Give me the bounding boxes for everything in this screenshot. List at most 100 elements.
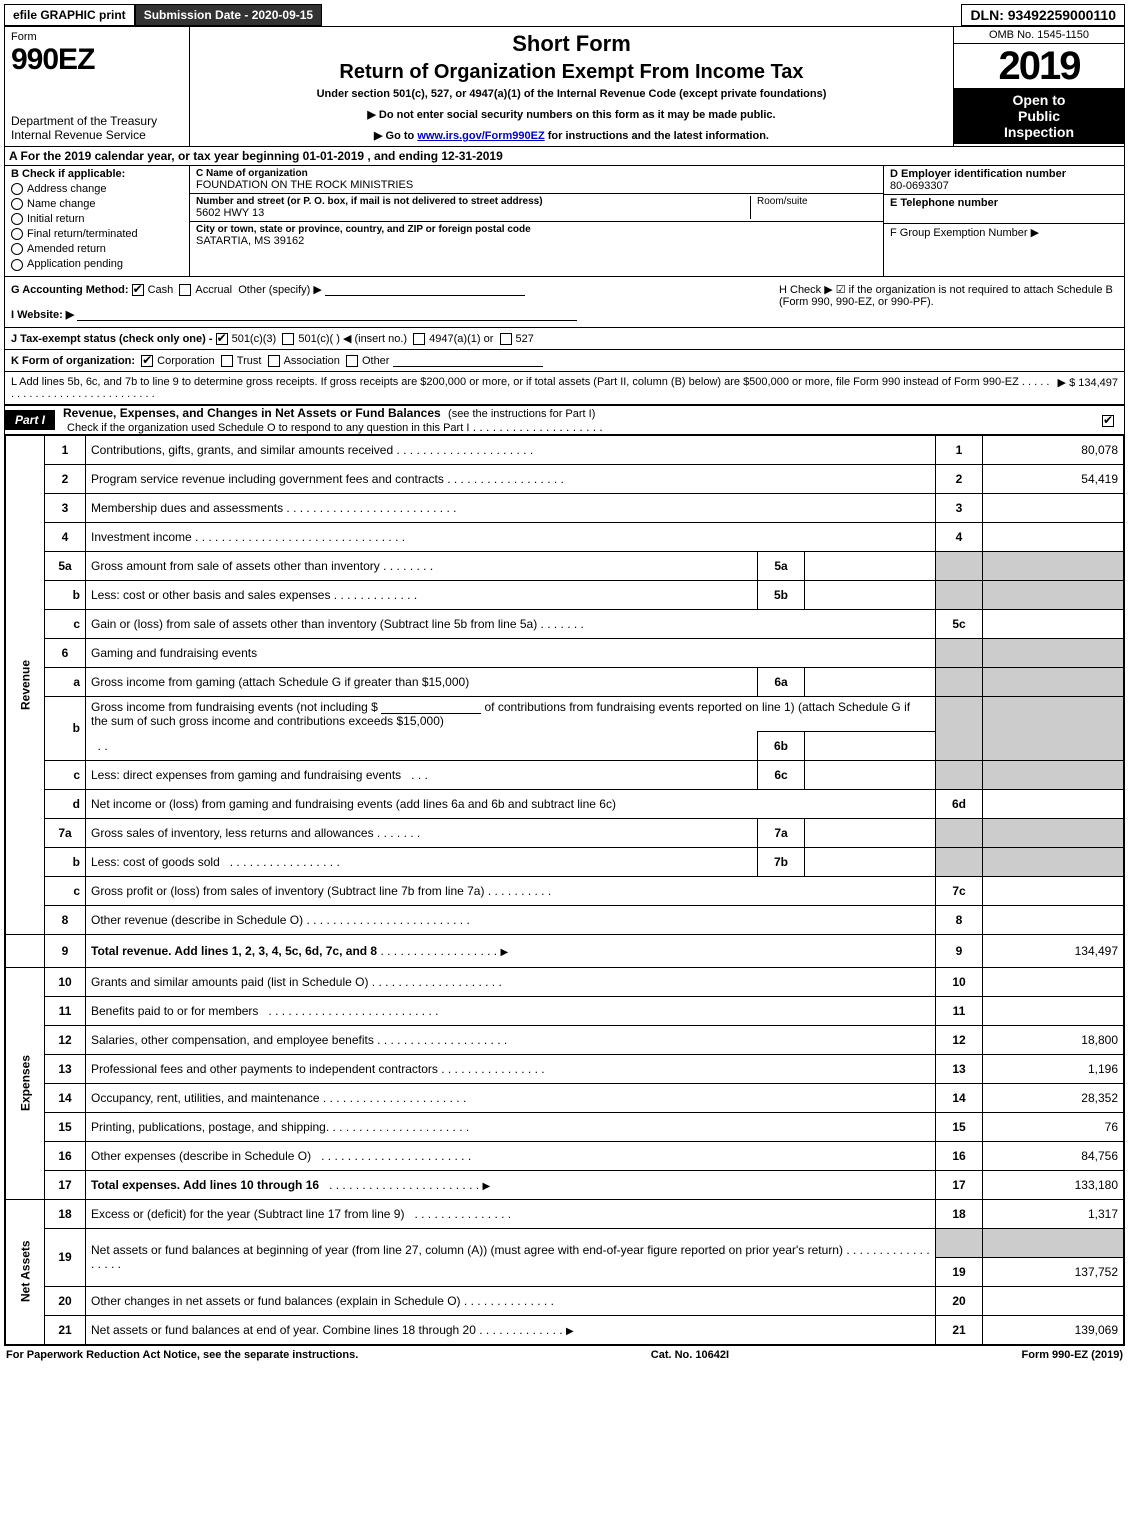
inspection-badge: Open to Public Inspection [954,88,1124,144]
l5a-rv-shade [983,551,1124,580]
top-bar: efile GRAPHIC print Submission Date - 20… [4,4,1125,26]
l17-desc: Total expenses. Add lines 10 through 16 [91,1178,319,1192]
j-pre: J Tax-exempt status (check only one) - [11,333,216,345]
cb-name-change[interactable] [11,198,23,210]
efile-print-button[interactable]: efile GRAPHIC print [4,4,135,26]
l7c-num: c [45,876,86,905]
cb-address-change[interactable] [11,183,23,195]
l2-desc: Program service revenue including govern… [91,472,444,486]
dln-label: DLN: 93492259000110 [961,4,1125,26]
cb-4947[interactable] [413,333,425,345]
l6b-desc1: Gross income from fundraising events (no… [91,700,378,714]
tax-year: 2019 [954,44,1124,88]
header-row: Form 990EZ Department of the Treasury In… [5,27,1124,147]
l15-rn: 15 [936,1112,983,1141]
form-number: 990EZ [11,43,183,77]
row-G-H: G Accounting Method: Cash Accrual Other … [5,277,1124,328]
return-title: Return of Organization Exempt From Incom… [198,61,945,84]
irs-link[interactable]: www.irs.gov/Form990EZ [417,130,544,142]
row-J: J Tax-exempt status (check only one) - 5… [5,328,1124,350]
l4-desc: Investment income [91,530,192,544]
irs-label: Internal Revenue Service [11,128,183,142]
l8-num: 8 [45,905,86,934]
cb-association[interactable] [268,355,280,367]
l6b-num: b [45,696,86,760]
cb-other-org[interactable] [346,355,358,367]
cb-schedule-o[interactable] [1102,415,1114,427]
l19-desc: Net assets or fund balances at beginning… [91,1243,843,1257]
l16-rv: 84,756 [983,1141,1124,1170]
c-addr-label: Number and street (or P. O. box, if mail… [196,196,750,207]
l6c-mv [805,760,936,789]
cb-application-pending[interactable] [11,259,23,271]
lines-table: Revenue 1 Contributions, gifts, grants, … [5,435,1124,1345]
part1-title: Revenue, Expenses, and Changes in Net As… [63,406,441,420]
l13-rn: 13 [936,1054,983,1083]
lbl-initial-return: Initial return [27,213,84,225]
c-city-label: City or town, state or province, country… [196,224,877,235]
l20-desc: Other changes in net assets or fund bala… [91,1294,461,1308]
org-name: FOUNDATION ON THE ROCK MINISTRIES [196,179,877,191]
l15-desc: Printing, publications, postage, and shi… [91,1120,329,1134]
l19-rv-shade [983,1228,1124,1257]
d-label: D Employer identification number [890,168,1118,180]
l6c-num: c [45,760,86,789]
cb-initial-return[interactable] [11,213,23,225]
other-org-line [393,354,543,367]
cb-corporation[interactable] [141,355,153,367]
cb-cash[interactable] [132,284,144,296]
l1-num: 1 [45,435,86,464]
l7c-desc: Gross profit or (loss) from sales of inv… [91,884,484,898]
l4-rn: 4 [936,522,983,551]
l5a-num: 5a [45,551,86,580]
l5c-num: c [45,609,86,638]
section-C: C Name of organization FOUNDATION ON THE… [190,166,883,276]
goto-post: for instructions and the latest informat… [548,130,769,142]
cb-trust[interactable] [221,355,233,367]
l5c-rn: 5c [936,609,983,638]
cb-final-return[interactable] [11,228,23,240]
l9-rn: 9 [936,934,983,967]
l7a-mv [805,818,936,847]
cb-501c[interactable] [282,333,294,345]
org-city: SATARTIA, MS 39162 [196,235,877,247]
cb-501c3[interactable] [216,333,228,345]
l6c-mn: 6c [758,760,805,789]
l8-rn: 8 [936,905,983,934]
l20-num: 20 [45,1286,86,1315]
l5a-mn: 5a [758,551,805,580]
l11-desc: Benefits paid to or for members [91,1004,258,1018]
l9-desc: Total revenue. Add lines 1, 2, 3, 4, 5c,… [91,944,377,958]
l1-rn: 1 [936,435,983,464]
l6d-rv [983,789,1124,818]
cb-527[interactable] [500,333,512,345]
footer-mid: Cat. No. 10642I [651,1349,729,1361]
lbl-4947: 4947(a)(1) or [429,333,493,345]
room-suite-label: Room/suite [750,196,877,219]
l6b-mn: 6b [758,731,805,760]
l6b-rn-shade [936,696,983,760]
l20-rv [983,1286,1124,1315]
l6b-rv-shade [983,696,1124,760]
l5b-mv [805,580,936,609]
under-section-text: Under section 501(c), 527, or 4947(a)(1)… [198,88,945,100]
i-label: I Website: ▶ [11,309,74,321]
l5a-rn-shade [936,551,983,580]
cb-accrual[interactable] [179,284,191,296]
omb-number: OMB No. 1545-1150 [954,27,1124,44]
l19-rv: 137,752 [983,1257,1124,1286]
l1-desc: Contributions, gifts, grants, and simila… [91,443,393,457]
l18-num: 18 [45,1199,86,1228]
info-block: B Check if applicable: Address change Na… [5,166,1124,277]
l12-num: 12 [45,1025,86,1054]
other-specify-line [325,283,525,296]
l6a-rv-shade [983,667,1124,696]
k-label: K Form of organization: [11,355,135,367]
cb-amended-return[interactable] [11,243,23,255]
lbl-501c3: 501(c)(3) [232,333,277,345]
l6-desc: Gaming and fundraising events [86,638,936,667]
l7b-mn: 7b [758,847,805,876]
l3-desc: Membership dues and assessments [91,501,283,515]
l11-rn: 11 [936,996,983,1025]
lbl-cash: Cash [148,284,174,296]
